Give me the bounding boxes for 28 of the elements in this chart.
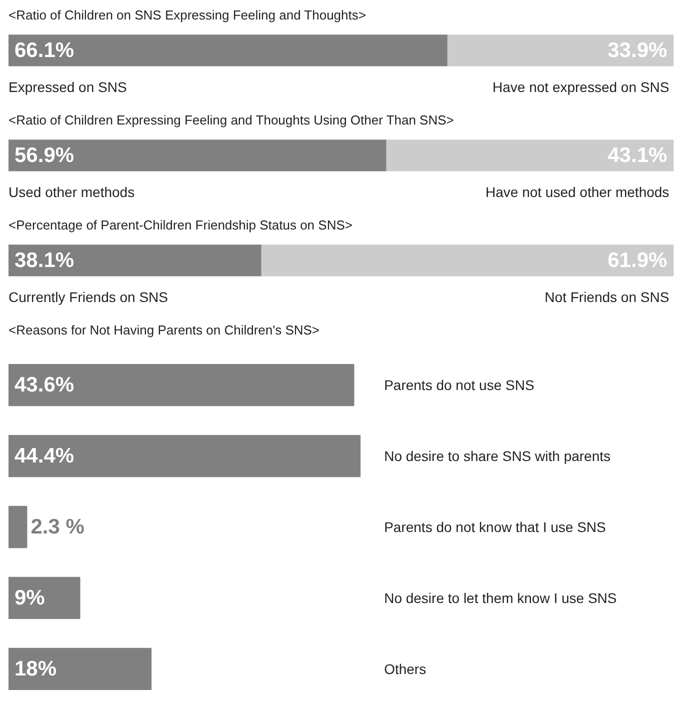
series-label: Have not used other methods bbox=[486, 184, 670, 200]
series-label: Expressed on SNS bbox=[8, 79, 127, 96]
data-label: 66.1% bbox=[14, 38, 74, 62]
y-tick-label: Parents do not use SNS bbox=[384, 377, 534, 394]
data-label: 9% bbox=[14, 586, 46, 610]
y-tick-label: No desire to share SNS with parents bbox=[384, 448, 611, 464]
bar bbox=[8, 506, 28, 548]
y-tick-label: Parents do not know that I use SNS bbox=[384, 519, 606, 535]
chart-title: <Reasons for Not Having Parents on Children's SNS> bbox=[8, 322, 320, 338]
data-label: 44.4% bbox=[14, 444, 74, 468]
data-label: 2.3 % bbox=[30, 516, 85, 538]
y-tick-label: No desire to let them know I use SNS bbox=[384, 590, 617, 606]
series-label: Have not expressed on SNS bbox=[492, 79, 670, 96]
series-label: Used other methods bbox=[8, 184, 135, 200]
chart-title: <Ratio of Children on SNS Expressing Feeling and Thoughts> bbox=[8, 8, 366, 22]
series-label: Currently Friends on SNS bbox=[8, 289, 168, 306]
bar bbox=[8, 434, 361, 478]
data-label: 43.6% bbox=[14, 374, 74, 397]
chart-title: <Percentage of Parent-Children Friendship Status on SNS> bbox=[8, 218, 352, 232]
series-label: Not Friends on SNS bbox=[544, 289, 670, 306]
bar bbox=[8, 364, 354, 406]
chart-title: <Ratio of Children Expressing Feeling and Thoughts Using Other Than SNS> bbox=[8, 112, 454, 128]
data-label: 38.1% bbox=[14, 248, 74, 272]
bar bbox=[8, 648, 152, 690]
y-tick-label: Others bbox=[384, 660, 426, 677]
bar bbox=[8, 576, 80, 620]
data-label: 18% bbox=[14, 657, 57, 680]
data-label: 56.9% bbox=[14, 144, 74, 167]
